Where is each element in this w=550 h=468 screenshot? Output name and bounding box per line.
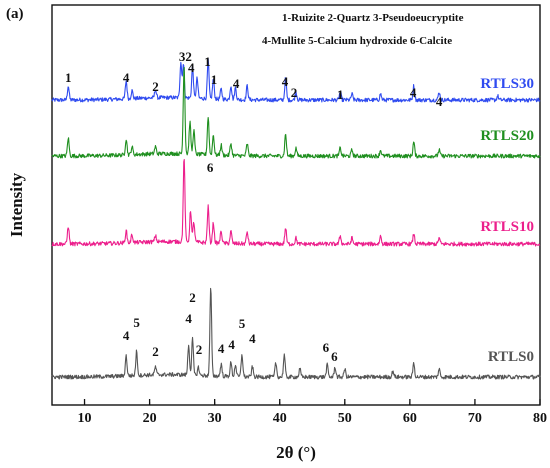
peak-label-rtls30: 3 <box>179 49 186 64</box>
peak-label-rtls30: 4 <box>188 60 195 75</box>
peak-label-rtls30: 2 <box>152 79 159 94</box>
series-label-rtls30: RTLS30 <box>480 76 534 92</box>
series-labels: RTLS30 RTLS20 RTLS10 RTLS0 <box>480 76 534 365</box>
x-axis-title: 2θ (°) <box>276 443 316 462</box>
peak-label-rtls30: 4 <box>410 85 417 100</box>
series-label-rtls10: RTLS10 <box>480 219 534 235</box>
x-axis-ticks: 10 20 30 40 50 60 70 80 <box>78 399 547 426</box>
x-tick-label: 50 <box>338 411 352 426</box>
series-layer <box>51 58 541 380</box>
peak-label-rtls0: 5 <box>239 316 246 331</box>
peak-label-rtls0: 6 <box>207 160 214 175</box>
peak-label-rtls30: 1 <box>204 54 211 69</box>
x-tick-label: 80 <box>533 411 547 426</box>
peak-label-rtls30: 1 <box>211 72 218 87</box>
plot-frame <box>51 4 541 406</box>
peak-label-rtls0: 4 <box>218 341 225 356</box>
x-tick-label: 70 <box>468 411 482 426</box>
peak-label-rtls30: 4 <box>123 70 130 85</box>
peak-label-rtls0: 4 <box>123 328 130 343</box>
series-label-rtls0: RTLS0 <box>488 349 534 365</box>
peak-label-rtls0: 6 <box>331 349 338 364</box>
peak-label-rtls30: 4 <box>282 74 289 89</box>
peak-label-rtls30: 4 <box>233 76 240 91</box>
peak-label-rtls0: 4 <box>228 337 235 352</box>
peak-label-rtls30: 2 <box>185 49 192 64</box>
x-tick-label: 40 <box>273 411 287 426</box>
peak-label-rtls30: 4 <box>436 94 443 109</box>
peak-label-rtls0: 2 <box>196 342 203 357</box>
peak-label-rtls0: 2 <box>152 344 159 359</box>
peak-label-rtls0: 5 <box>133 315 140 330</box>
series-label-rtls20: RTLS20 <box>480 128 534 144</box>
peak-label-rtls30: 1 <box>65 70 72 85</box>
panel-label: (a) <box>6 6 24 22</box>
x-tick-label: 60 <box>403 411 417 426</box>
peak-label-rtls30: 1 <box>337 87 344 102</box>
legend-line-2: 4-Mullite 5-Calcium hydroxide 6-Calcite <box>262 35 452 47</box>
series-line-rtls30 <box>51 58 541 103</box>
peak-label-rtls0: 4 <box>249 331 256 346</box>
series-line-rtls0 <box>51 287 541 380</box>
series-line-rtls20 <box>51 67 541 159</box>
legend-line-1: 1-Ruizite 2-Quartz 3-Pseudoeucryptite <box>282 12 464 24</box>
peak-label-rtls0: 6 <box>323 340 330 355</box>
peak-label-rtls30: 2 <box>291 85 298 100</box>
peak-label-rtls0: 4 <box>185 311 192 326</box>
peak-label-rtls0: 2 <box>189 290 196 305</box>
y-axis-title: Intensity <box>7 172 26 237</box>
x-tick-label: 30 <box>208 411 222 426</box>
x-tick-label: 10 <box>78 411 92 426</box>
series-line-rtls10 <box>51 158 541 247</box>
x-tick-label: 20 <box>143 411 157 426</box>
